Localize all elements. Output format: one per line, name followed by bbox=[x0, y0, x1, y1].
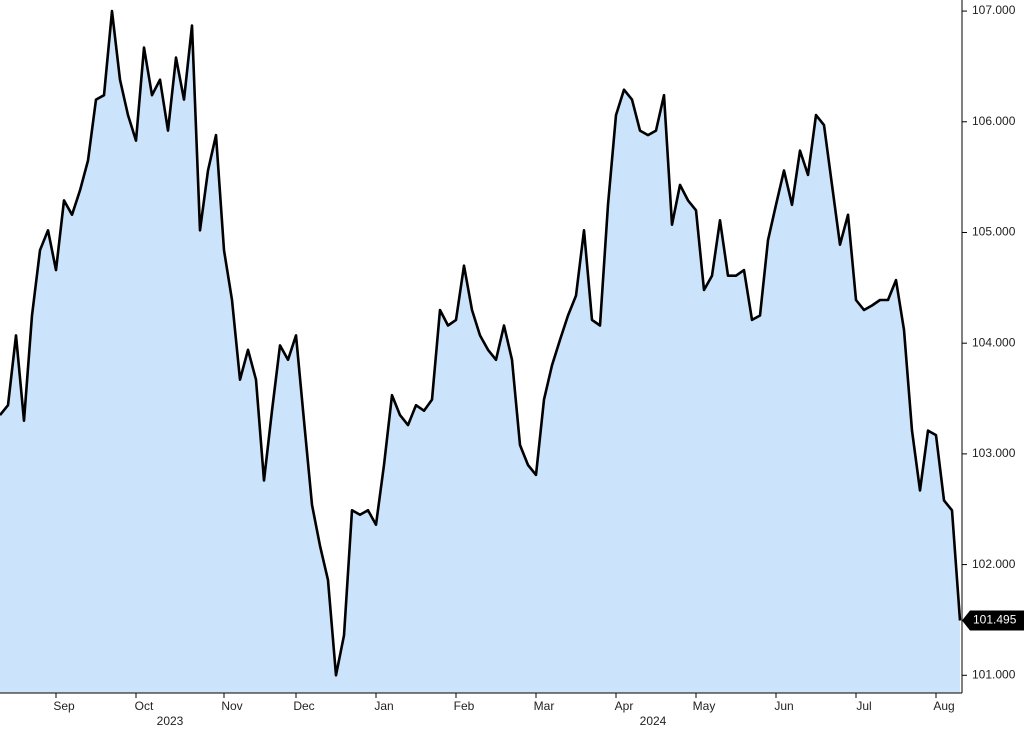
area-fill bbox=[0, 11, 960, 694]
year-label: 2024 bbox=[640, 714, 667, 728]
x-tick-label: Jun bbox=[774, 699, 793, 713]
x-tick-label: Dec bbox=[293, 699, 314, 713]
x-tick-label: Sep bbox=[53, 699, 75, 713]
x-tick-label: Jul bbox=[856, 699, 871, 713]
y-tick-label: 103.000 bbox=[972, 446, 1016, 460]
x-tick-label: Oct bbox=[135, 699, 154, 713]
last-value-tag bbox=[962, 610, 1024, 631]
x-tick-label: Aug bbox=[933, 699, 954, 713]
y-tick-label: 101.000 bbox=[972, 667, 1016, 681]
y-tick-label: 105.000 bbox=[972, 225, 1016, 239]
x-tick-label: Jan bbox=[374, 699, 393, 713]
line bbox=[0, 9, 962, 677]
x-tick-label: May bbox=[693, 699, 716, 713]
y-tick-label: 102.000 bbox=[972, 557, 1016, 571]
x-tick-label: Nov bbox=[221, 699, 242, 713]
x-tick-label: Feb bbox=[454, 699, 475, 713]
x-tick-label: Mar bbox=[534, 699, 555, 713]
x-tick-label: Apr bbox=[615, 699, 634, 713]
last-value-label: 101.495 bbox=[973, 613, 1017, 627]
year-label: 2023 bbox=[157, 714, 184, 728]
y-tick-label: 104.000 bbox=[972, 335, 1016, 349]
y-tick-label: 106.000 bbox=[972, 114, 1016, 128]
y-tick-label: 107.000 bbox=[972, 3, 1016, 17]
